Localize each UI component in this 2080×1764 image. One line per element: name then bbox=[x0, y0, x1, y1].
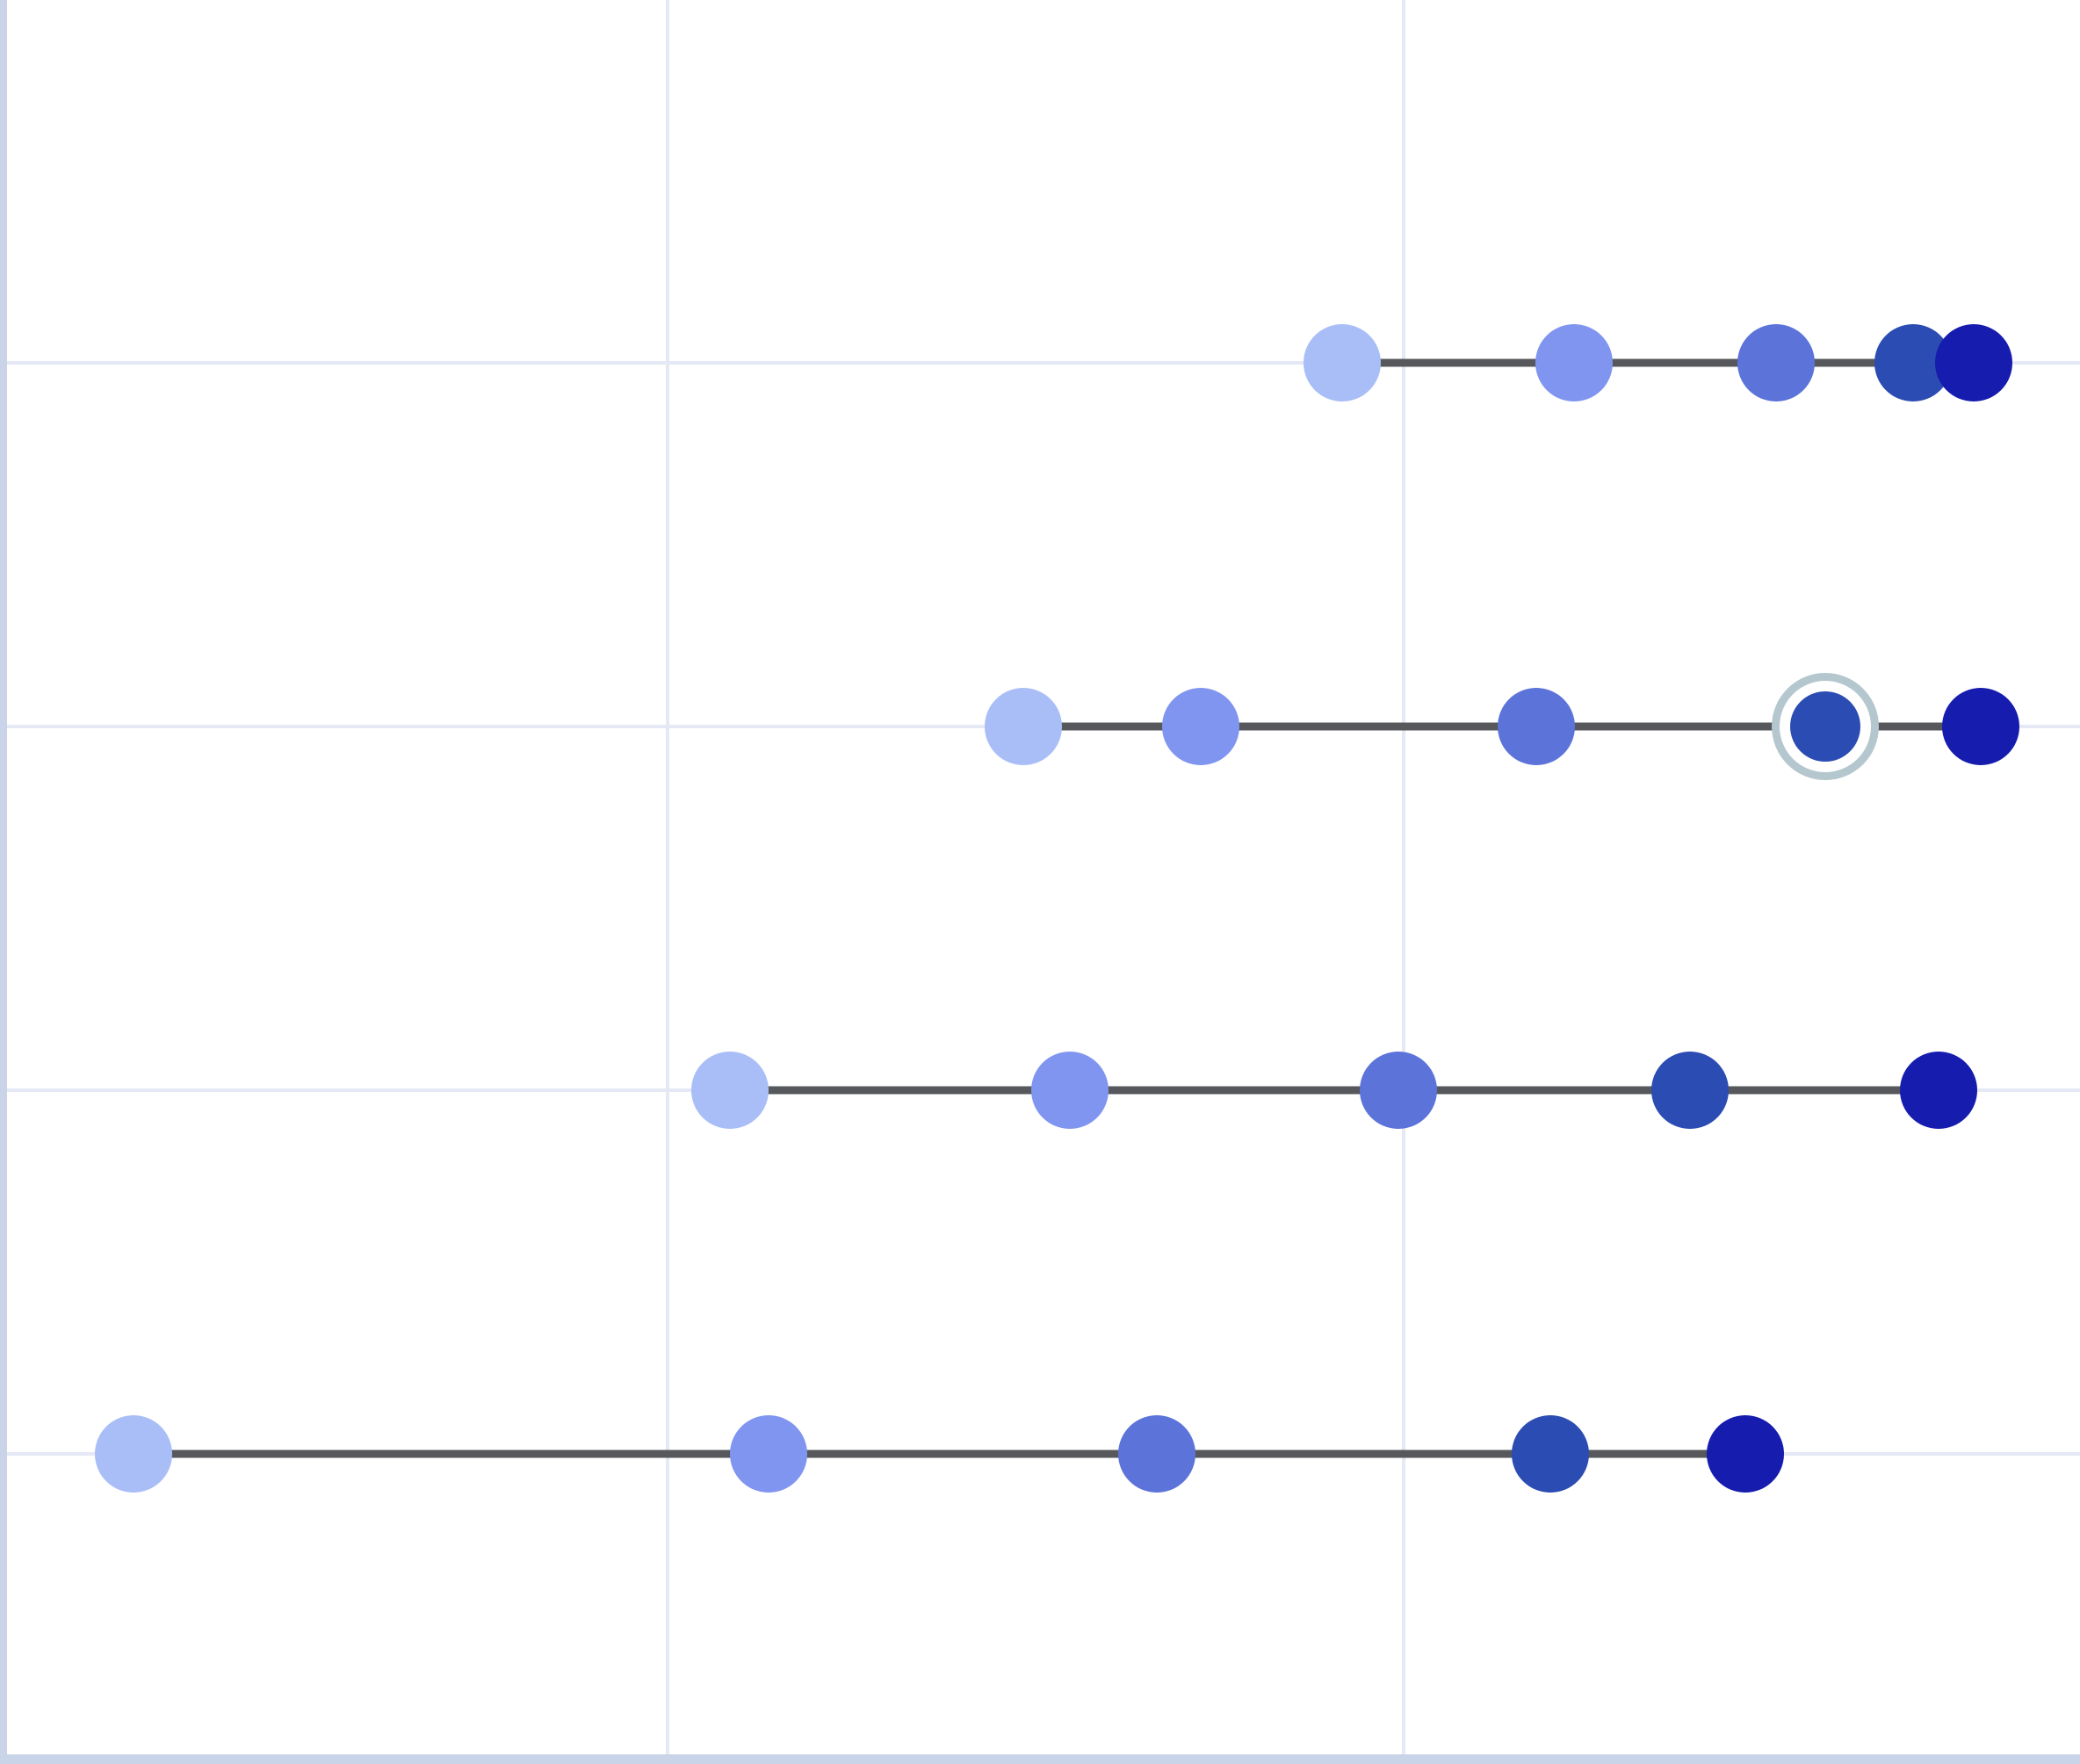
data-point[interactable] bbox=[1535, 324, 1613, 401]
points-layer bbox=[95, 324, 2019, 1493]
connectors-layer bbox=[134, 358, 1981, 1458]
data-point-highlighted[interactable] bbox=[1790, 691, 1860, 762]
data-point[interactable] bbox=[1942, 688, 2019, 765]
data-point[interactable] bbox=[1874, 324, 1952, 401]
data-point[interactable] bbox=[1162, 688, 1239, 765]
data-point[interactable] bbox=[1651, 1052, 1729, 1129]
data-point[interactable] bbox=[1737, 324, 1815, 401]
data-point[interactable] bbox=[1118, 1415, 1195, 1493]
data-point[interactable] bbox=[1031, 1052, 1109, 1129]
data-point[interactable] bbox=[1304, 324, 1381, 401]
data-point[interactable] bbox=[1360, 1052, 1437, 1129]
data-point[interactable] bbox=[1707, 1415, 1784, 1493]
data-point[interactable] bbox=[1512, 1415, 1589, 1493]
data-point[interactable] bbox=[95, 1415, 172, 1493]
data-point[interactable] bbox=[730, 1415, 807, 1493]
data-point[interactable] bbox=[1935, 324, 2012, 401]
data-point[interactable] bbox=[1498, 688, 1575, 765]
data-point[interactable] bbox=[691, 1052, 769, 1129]
data-point[interactable] bbox=[1900, 1052, 1977, 1129]
data-point[interactable] bbox=[985, 688, 1062, 765]
